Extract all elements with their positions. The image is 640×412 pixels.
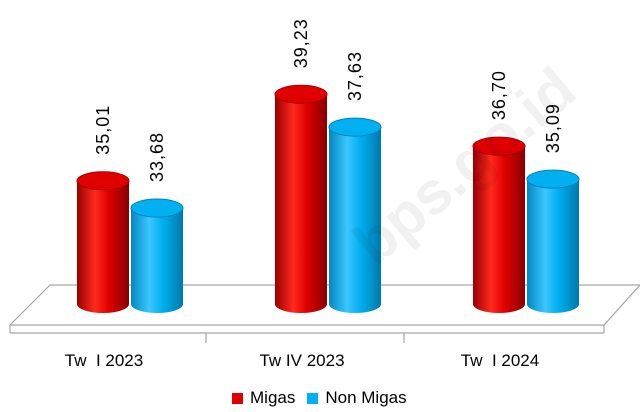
bar-top [526, 169, 580, 189]
legend-label-non-migas: Non Migas [325, 388, 407, 407]
bar-body [275, 94, 327, 313]
legend: Migas Non Migas [232, 388, 413, 408]
bar-top [76, 171, 130, 191]
bar-body [473, 146, 525, 313]
data-label: 35,09 [543, 103, 563, 153]
labels-group: 35,01 33,68 Tw I 2023 39,23 37,63 Tw IV 2023 3… [65, 18, 563, 370]
bar-body [77, 180, 129, 313]
bar-migas [274, 84, 328, 313]
bars-group [76, 84, 580, 314]
bar-non-migas [130, 198, 184, 313]
bar-migas [76, 171, 130, 313]
legend-item-migas: Migas [232, 388, 295, 408]
category-label: Tw I 2024 [461, 351, 539, 370]
data-label: 37,63 [345, 51, 365, 101]
data-label: 35,01 [93, 105, 113, 155]
data-label: 36,70 [489, 70, 509, 120]
bar-body [329, 127, 381, 314]
data-label: 33,68 [147, 132, 167, 182]
category-label: Tw I 2023 [65, 351, 143, 370]
bar-body [527, 179, 579, 313]
data-label: 39,23 [291, 18, 311, 68]
bar-top [472, 136, 526, 156]
legend-swatch-non-migas [307, 392, 319, 404]
bar-top [274, 84, 328, 104]
legend-item-non-migas: Non Migas [307, 388, 407, 408]
legend-label-migas: Migas [250, 388, 296, 407]
bar-top [130, 198, 184, 218]
bar-migas [472, 136, 526, 313]
category-label: Tw IV 2023 [259, 351, 344, 370]
bar-body [131, 208, 183, 313]
legend-swatch-migas [232, 392, 243, 404]
bar-top [328, 117, 382, 137]
bar-non-migas [526, 169, 580, 313]
bar-non-migas [328, 117, 382, 314]
